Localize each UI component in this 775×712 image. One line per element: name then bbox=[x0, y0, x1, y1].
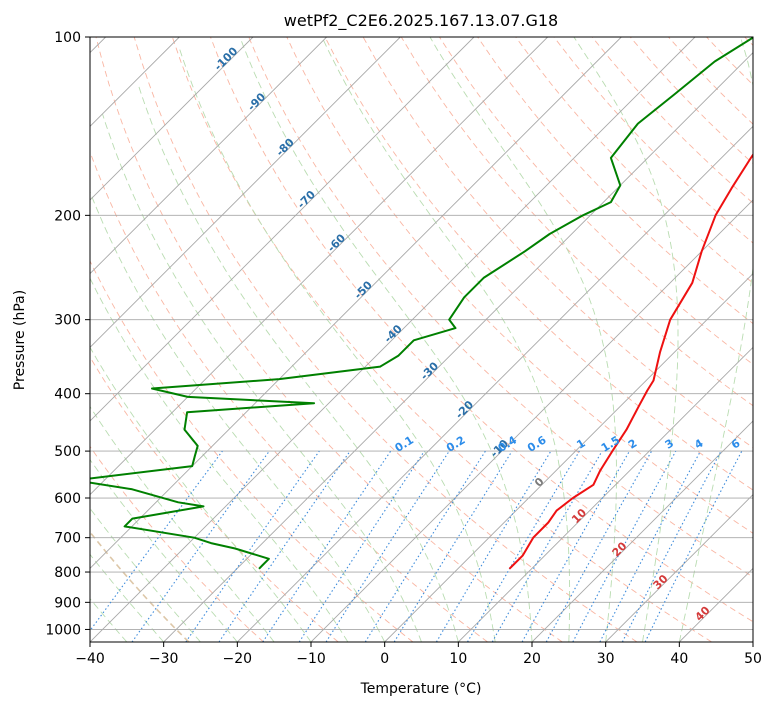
x-tick-label: 20 bbox=[523, 651, 541, 667]
x-tick-label: 50 bbox=[744, 651, 762, 667]
y-tick-label: 300 bbox=[54, 313, 81, 329]
x-tick-label: 0 bbox=[380, 651, 389, 667]
y-tick-label: 200 bbox=[54, 208, 81, 224]
y-tick-label: 800 bbox=[54, 565, 81, 581]
y-tick-label: 700 bbox=[54, 531, 81, 547]
y-tick-label: 400 bbox=[54, 387, 81, 403]
y-axis-label: Pressure (hPa) bbox=[12, 290, 28, 390]
x-tick-label: −30 bbox=[149, 651, 179, 667]
x-tick-label: 30 bbox=[597, 651, 615, 667]
x-axis-label: Temperature (°C) bbox=[360, 681, 482, 697]
x-tick-label: −20 bbox=[223, 651, 253, 667]
x-tick-label: 40 bbox=[670, 651, 688, 667]
x-tick-label: −10 bbox=[296, 651, 326, 667]
chart-title: wetPf2_C2E6.2025.167.13.07.G18 bbox=[284, 11, 558, 31]
y-tick-label: 100 bbox=[54, 30, 81, 46]
x-tick-label: −40 bbox=[75, 651, 105, 667]
y-tick-label: 900 bbox=[54, 595, 81, 611]
x-tick-label: 10 bbox=[449, 651, 467, 667]
y-tick-label: 600 bbox=[54, 491, 81, 507]
y-tick-label: 500 bbox=[54, 444, 81, 460]
y-tick-label: 1000 bbox=[45, 622, 81, 638]
